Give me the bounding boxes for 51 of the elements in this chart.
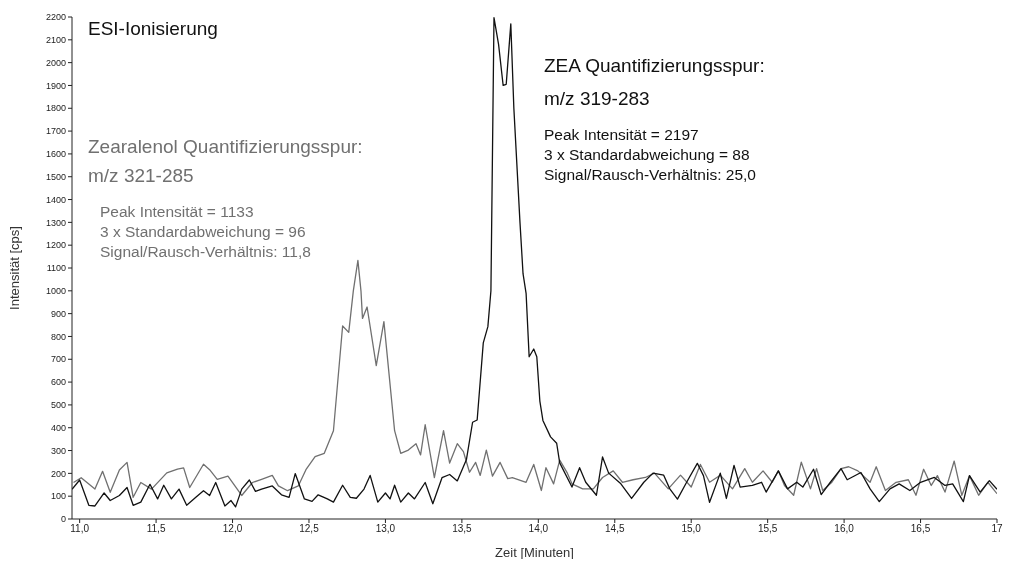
- x-tick-label: 12,0: [222, 523, 243, 535]
- y-tick-label: 400: [50, 422, 66, 433]
- annotation: 3 x Standardabweichung = 88: [544, 146, 750, 164]
- x-axis-title: Zeit [Minuten]: [495, 545, 574, 560]
- y-tick-label: 1400: [45, 194, 66, 205]
- y-tick-label: 2000: [45, 57, 66, 68]
- x-tick-label: 14,5: [605, 523, 625, 535]
- x-tick-label: 15,5: [757, 523, 778, 535]
- y-tick-label: 2200: [45, 12, 66, 23]
- y-tick-label: 200: [50, 468, 66, 479]
- y-tick-label: 1000: [45, 286, 66, 297]
- y-tick-label: 1500: [45, 171, 66, 182]
- y-tick-label: 500: [50, 400, 66, 411]
- y-tick-label: 300: [50, 445, 66, 456]
- y-axis-title: Intensität [cps]: [6, 226, 22, 310]
- chart-title: ESI-Ionisierung: [88, 18, 218, 40]
- y-tick-label: 1300: [45, 217, 66, 228]
- y-tick-label: 1800: [45, 103, 66, 114]
- x-tick-label: 15,0: [681, 523, 702, 535]
- annotation: m/z 321-285: [88, 165, 194, 187]
- x-tick-label: 13,5: [452, 523, 473, 535]
- line-series: [72, 17, 997, 508]
- annotation: Signal/Rausch-Verhältnis: 11,8: [100, 243, 311, 261]
- x-tick-label: 16,5: [910, 523, 931, 535]
- y-tick-label: 0: [60, 514, 66, 525]
- annotation: Zearalenol Quantifizierungsspur:: [88, 136, 363, 158]
- annotation: Peak Intensität = 1133: [100, 203, 254, 221]
- y-tick-label: 1900: [45, 80, 66, 91]
- annotation: m/z 319-283: [544, 88, 650, 110]
- y-tick-label: 1200: [45, 240, 66, 251]
- y-tick-label: 700: [50, 354, 66, 365]
- annotation: Peak Intensität = 2197: [544, 126, 699, 144]
- y-tick-label: 800: [50, 331, 66, 342]
- x-tick-label: 16,0: [834, 523, 855, 535]
- x-tick-label: 17: [991, 523, 1003, 535]
- x-tick-label: 11,0: [70, 523, 90, 535]
- y-tick-label: 100: [50, 491, 66, 502]
- annotation: ZEA Quantifizierungsspur:: [544, 55, 765, 77]
- x-tick-label: 11,5: [146, 523, 166, 535]
- annotation: 3 x Standardabweichung = 96: [100, 223, 306, 241]
- y-tick-label: 1600: [45, 149, 66, 160]
- x-tick-label: 12,5: [299, 523, 320, 535]
- annotation: Signal/Rausch-Verhältnis: 25,0: [544, 166, 756, 184]
- y-tick-label: 600: [50, 377, 66, 388]
- y-tick-label: 1700: [45, 126, 66, 137]
- y-tick-label: 900: [50, 308, 66, 319]
- x-tick-label: 14,0: [528, 523, 549, 535]
- x-tick-label: 13,0: [375, 523, 396, 535]
- line-series: [72, 259, 997, 498]
- y-tick-label: 1100: [46, 263, 66, 274]
- y-tick-label: 2100: [45, 35, 66, 46]
